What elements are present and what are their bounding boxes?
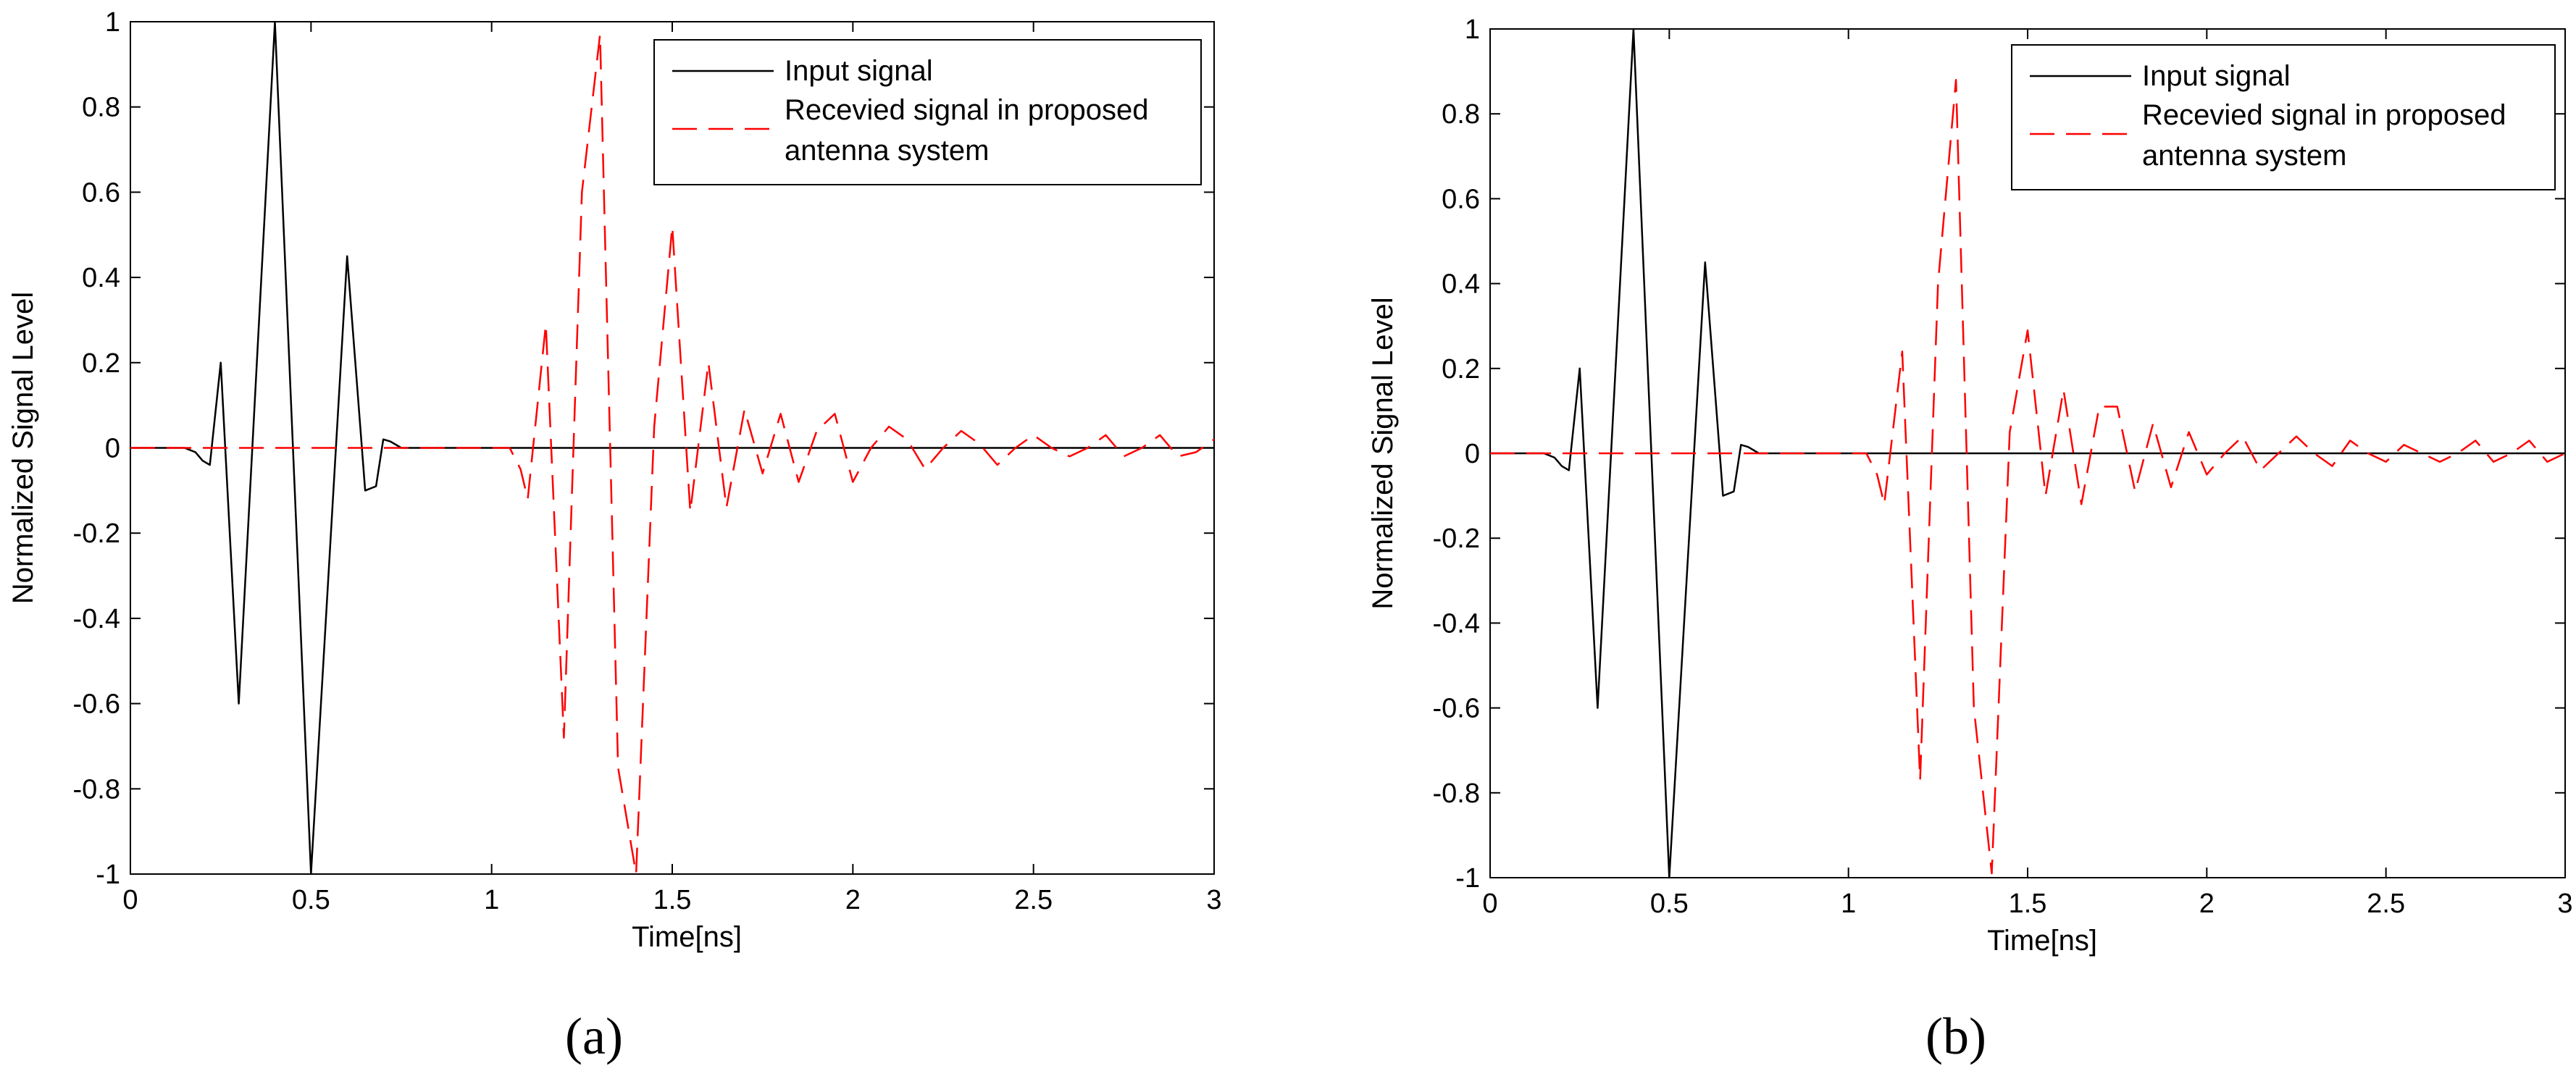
x-tick-label: 1.5 xyxy=(2009,889,2047,919)
y-tick-label: 0.4 xyxy=(82,263,120,293)
x-tick-label: 0.5 xyxy=(292,885,330,915)
x-axis-label: Time[ns] xyxy=(632,921,742,953)
x-tick-label: 0.5 xyxy=(1650,889,1689,919)
x-tick-label: 3 xyxy=(2557,889,2572,919)
y-tick-label: 0 xyxy=(105,434,120,464)
chart-panel-a: (a) 0 0.5 1 1.5 2 2.5 3 -1 -0.8 -0.6 -0.4 -0.2 0 0.2 0… xyxy=(7,7,1222,1065)
x-tick-label: 2.5 xyxy=(1014,885,1053,915)
y-tick-label: -0.4 xyxy=(1433,608,1480,639)
legend-label-input: Input signal xyxy=(785,55,933,87)
x-tick-label: 3 xyxy=(1206,885,1221,915)
panel-label-b: (b) xyxy=(1925,1007,1986,1065)
y-axis-label: Normalized Signal Level xyxy=(7,292,39,604)
received-signal-line xyxy=(1490,79,2566,875)
y-tick-label: -0.6 xyxy=(73,689,120,720)
chart-panel-b: (b) 0 0.5 1 1.5 2 2.5 3 -1 -0.8 -0.6 -0.4 -0.2 0 0.2 0… xyxy=(1367,14,2573,1065)
y-tick-label: 1 xyxy=(105,7,120,38)
y-tick-label: 0.8 xyxy=(1442,99,1480,130)
y-tick-label: 1 xyxy=(1465,14,1480,45)
y-axis-label: Normalized Signal Level xyxy=(1367,297,1399,609)
x-tick-label: 2 xyxy=(845,885,861,915)
x-tick-label: 2.5 xyxy=(2367,889,2405,919)
legend-label-received: Recevied signal in proposed antenna syste… xyxy=(2142,99,2506,172)
y-tick-label: -0.2 xyxy=(1433,524,1480,554)
x-tick-label: 0 xyxy=(1482,889,1497,919)
received-signal-line xyxy=(130,33,1215,876)
x-tick-label: 1.5 xyxy=(653,885,692,915)
y-tick-label: 0.2 xyxy=(1442,354,1480,385)
x-tick-label: 2 xyxy=(2199,889,2215,919)
legend-box xyxy=(653,39,1202,185)
legend: Input signal Recevied signal in proposed a… xyxy=(2011,44,2556,190)
y-tick-label: -0.8 xyxy=(1433,778,1480,809)
x-axis-label: Time[ns] xyxy=(1987,925,2097,957)
panel-label-a: (a) xyxy=(565,1007,623,1065)
y-tick-label: 0.6 xyxy=(1442,184,1480,214)
y-tick-label: 0.6 xyxy=(82,177,120,208)
y-tick-label: -0.6 xyxy=(1433,694,1480,724)
legend-box xyxy=(2011,44,2556,190)
x-tick-label: 0 xyxy=(122,885,138,915)
y-tick-label: -1 xyxy=(96,860,120,890)
y-tick-label: -0.2 xyxy=(73,518,120,549)
y-tick-label: -0.8 xyxy=(73,774,120,805)
y-tick-label: 0 xyxy=(1465,439,1480,469)
y-tick-label: -0.4 xyxy=(73,604,120,634)
legend: Input signal Recevied signal in proposed a… xyxy=(653,39,1202,185)
legend-label-received: Recevied signal in proposed antenna syste… xyxy=(785,94,1149,167)
y-tick-label: -1 xyxy=(1455,863,1480,894)
x-tick-label: 1 xyxy=(484,885,499,915)
x-tick-label: 1 xyxy=(1841,889,1856,919)
y-tick-label: 0.8 xyxy=(82,93,120,123)
legend-label-input: Input signal xyxy=(2142,60,2291,92)
y-tick-label: 0.4 xyxy=(1442,269,1480,300)
y-tick-label: 0.2 xyxy=(82,348,120,379)
